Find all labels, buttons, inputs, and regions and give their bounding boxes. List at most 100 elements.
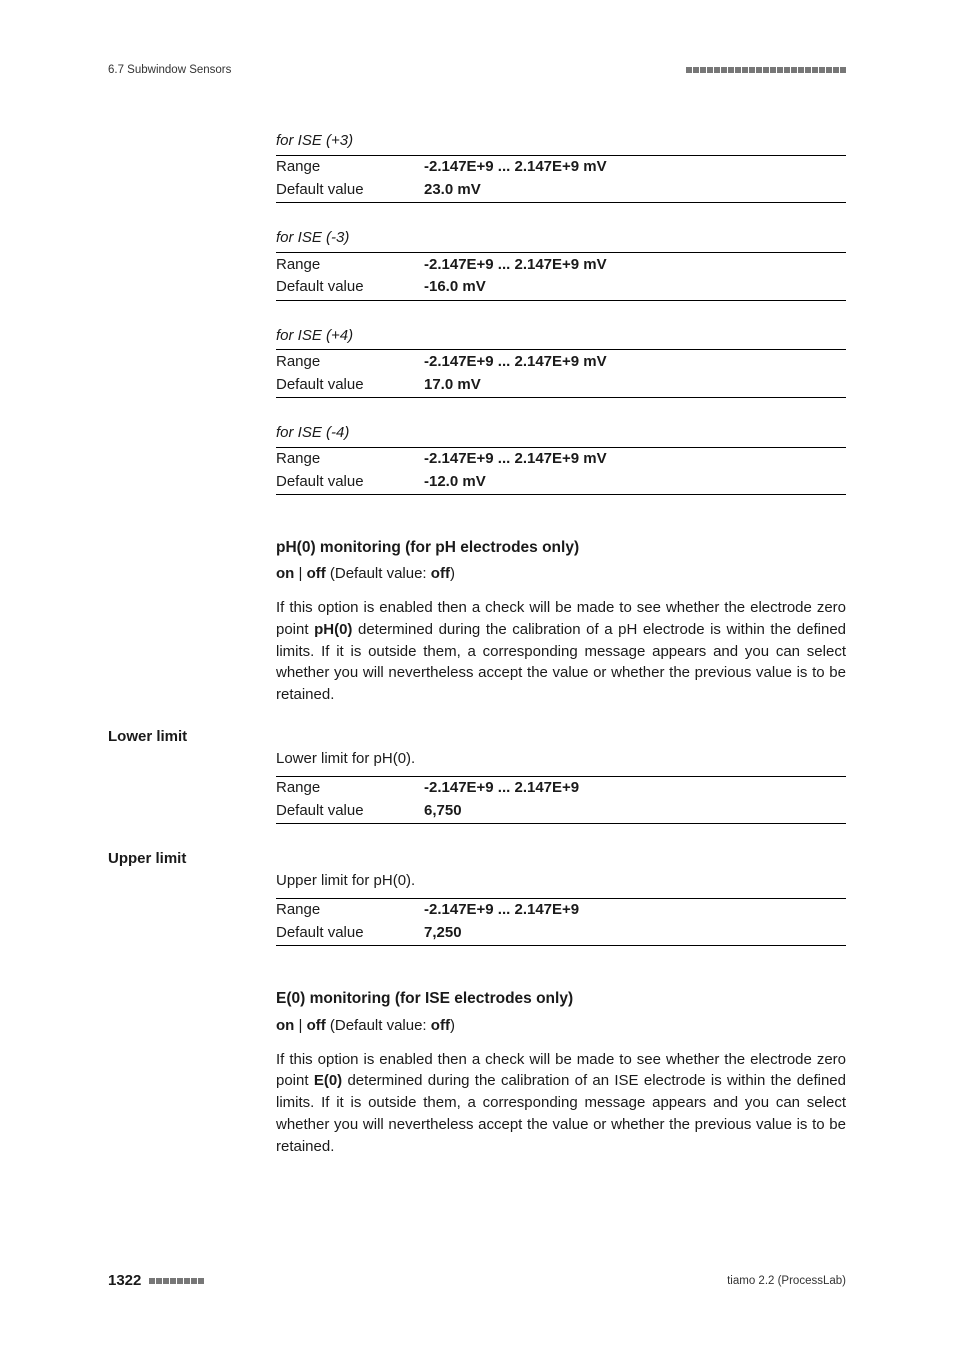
e0-default-close: ) [450, 1017, 455, 1034]
e0-off: off [307, 1017, 326, 1034]
ph0-para-bold: pH(0) [314, 621, 352, 638]
lower-limit-default-label: Default value [276, 800, 424, 822]
ph0-off: off [307, 565, 326, 582]
ise-default-row: Default value 17.0 mV [276, 373, 846, 396]
ise-block-title: for ISE (-4) [276, 422, 846, 446]
header-rule-square [812, 67, 818, 73]
ise-range-label: Range [276, 351, 424, 373]
lower-limit-default-value: 6,750 [424, 800, 462, 822]
ise-default-value: -16.0 mV [424, 276, 486, 298]
lower-limit-range-row: Range -2.147E+9 ... 2.147E+9 [276, 777, 846, 800]
header-rule-square [749, 67, 755, 73]
ise-default-row: Default value -12.0 mV [276, 470, 846, 493]
ph0-on: on [276, 565, 294, 582]
footer-rule-square [191, 1278, 197, 1284]
footer-rule-square [149, 1278, 155, 1284]
page-number: 1322 [108, 1270, 141, 1292]
lower-limit-default-row: Default value 6,750 [276, 799, 846, 822]
footer-rule-square [177, 1278, 183, 1284]
header-rule-square [784, 67, 790, 73]
upper-limit-label: Upper limit [108, 848, 276, 870]
ise-default-row: Default value 23.0 mV [276, 179, 846, 202]
ise-range-row: Range -2.147E+9 ... 2.147E+9 mV [276, 156, 846, 179]
ise-block-title: for ISE (-3) [276, 227, 846, 251]
ise-range-value: -2.147E+9 ... 2.147E+9 mV [424, 448, 607, 470]
ise-default-label: Default value [276, 276, 424, 298]
upper-limit-range-label: Range [276, 899, 424, 921]
ph0-default-close: ) [450, 565, 455, 582]
upper-limit-intro: Upper limit for pH(0). [276, 870, 846, 892]
header-rule-square [700, 67, 706, 73]
upper-limit-default-label: Default value [276, 922, 424, 944]
ise-range-row: Range -2.147E+9 ... 2.147E+9 mV [276, 253, 846, 276]
ise-default-label: Default value [276, 471, 424, 493]
e0-title: E(0) monitoring (for ISE electrodes only… [276, 988, 846, 1010]
footer-rule-square [156, 1278, 162, 1284]
header-rule-square [707, 67, 713, 73]
ise-range-label: Range [276, 448, 424, 470]
ph0-default-open: (Default value: [326, 565, 431, 582]
e0-default-open: (Default value: [326, 1017, 431, 1034]
header-rule-square [742, 67, 748, 73]
lower-limit-intro: Lower limit for pH(0). [276, 748, 846, 770]
ise-range-row: Range -2.147E+9 ... 2.147E+9 mV [276, 350, 846, 373]
e0-default-val: off [431, 1017, 450, 1034]
upper-limit-default-row: Default value 7,250 [276, 922, 846, 945]
ph0-para-post: determined during the calibration of a p… [276, 621, 846, 703]
header-rule-square [693, 67, 699, 73]
header-rule-square [798, 67, 804, 73]
footer-rule-square [170, 1278, 176, 1284]
ph0-paragraph: If this option is enabled then a check w… [276, 597, 846, 706]
header-rule-square [777, 67, 783, 73]
header-rule-square [840, 67, 846, 73]
header-rule-square [833, 67, 839, 73]
header-rule-square [735, 67, 741, 73]
header-rule-square [770, 67, 776, 73]
header-rule-square [819, 67, 825, 73]
ise-default-row: Default value -16.0 mV [276, 276, 846, 299]
e0-onoff-line: on | off (Default value: off) [276, 1015, 846, 1037]
lower-limit-label: Lower limit [108, 726, 276, 748]
upper-limit-default-value: 7,250 [424, 922, 462, 944]
footer-rule-square [198, 1278, 204, 1284]
ph0-default-val: off [431, 565, 450, 582]
ise-default-value: -12.0 mV [424, 471, 486, 493]
ise-range-value: -2.147E+9 ... 2.147E+9 mV [424, 254, 607, 276]
header-rule-square [686, 67, 692, 73]
ise-range-value: -2.147E+9 ... 2.147E+9 mV [424, 351, 607, 373]
header-rule-square [721, 67, 727, 73]
footer-rule-square [184, 1278, 190, 1284]
header-rule-square [805, 67, 811, 73]
header-rule-square [763, 67, 769, 73]
header-rule [686, 67, 846, 73]
footer-product: tiamo 2.2 (ProcessLab) [727, 1273, 846, 1290]
ise-block-title: for ISE (+4) [276, 325, 846, 349]
ise-block-title: for ISE (+3) [276, 130, 846, 154]
header-section-label: 6.7 Subwindow Sensors [108, 62, 231, 79]
e0-sep: | [294, 1017, 306, 1034]
ise-default-value: 17.0 mV [424, 374, 481, 396]
e0-para-bold: E(0) [314, 1072, 342, 1089]
upper-limit-range-row: Range -2.147E+9 ... 2.147E+9 [276, 899, 846, 922]
ph0-onoff-line: on | off (Default value: off) [276, 563, 846, 585]
ph0-sep: | [294, 565, 306, 582]
footer-rule-square [163, 1278, 169, 1284]
header-rule-square [728, 67, 734, 73]
e0-para-post: determined during the calibration of an … [276, 1072, 846, 1154]
lower-limit-range-label: Range [276, 777, 424, 799]
upper-limit-range-value: -2.147E+9 ... 2.147E+9 [424, 899, 579, 921]
lower-limit-range-value: -2.147E+9 ... 2.147E+9 [424, 777, 579, 799]
ise-default-label: Default value [276, 179, 424, 201]
header-rule-square [756, 67, 762, 73]
header-rule-square [791, 67, 797, 73]
ise-default-value: 23.0 mV [424, 179, 481, 201]
footer-rule [149, 1278, 204, 1284]
ise-range-value: -2.147E+9 ... 2.147E+9 mV [424, 156, 607, 178]
header-rule-square [714, 67, 720, 73]
ise-range-row: Range -2.147E+9 ... 2.147E+9 mV [276, 448, 846, 471]
e0-on: on [276, 1017, 294, 1034]
ise-range-label: Range [276, 156, 424, 178]
e0-paragraph: If this option is enabled then a check w… [276, 1049, 846, 1158]
ph0-title: pH(0) monitoring (for pH electrodes only… [276, 537, 846, 559]
ise-range-label: Range [276, 254, 424, 276]
